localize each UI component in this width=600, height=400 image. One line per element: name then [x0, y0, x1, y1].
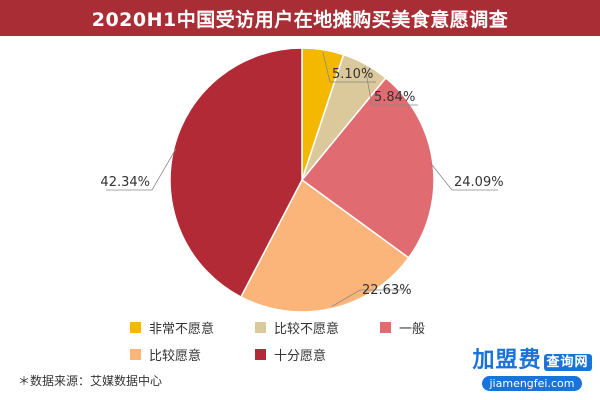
legend-swatch	[380, 322, 391, 333]
data-label-1: 5.10%	[332, 67, 373, 82]
data-label-4: 22.63%	[362, 283, 412, 298]
legend-label: 比较不愿意	[274, 322, 340, 337]
watermark-brand: 加盟费 查询网	[472, 342, 592, 374]
legend-label: 十分愿意	[274, 349, 327, 364]
pie-slice-3	[300, 76, 435, 259]
pie-slice-4	[239, 178, 410, 313]
legend-label: 比较愿意	[149, 349, 202, 364]
chart-legend: 非常不愿意 比较不愿意 一般比较愿意 十分愿意	[130, 318, 460, 364]
legend-swatch	[130, 349, 141, 360]
site-watermark-logo: 加盟费 查询网 jiamengfei.com	[472, 338, 592, 394]
legend-swatch	[255, 322, 266, 333]
page-title: 2020H1中国受访用户在地摊购买美食意愿调查	[0, 0, 600, 36]
leader-line-4	[331, 289, 406, 307]
leader-line-3	[430, 163, 498, 191]
legend-label: 一般	[399, 322, 426, 337]
legend-item-4: 比较愿意	[130, 345, 255, 364]
chart-title: 2020H1中国受访用户在地摊购买美食意愿调查	[91, 8, 509, 31]
legend-swatch	[255, 349, 266, 360]
legend-item-1: 非常不愿意	[130, 318, 255, 337]
legend-label: 非常不愿意	[149, 322, 215, 337]
legend-item-5: 十分愿意	[255, 345, 380, 364]
legend-item-3: 一般	[380, 318, 460, 337]
leader-line-2	[364, 66, 418, 106]
data-label-5: 42.34%	[100, 175, 150, 190]
data-label-3: 24.09%	[454, 175, 504, 190]
legend-swatch	[130, 322, 141, 333]
legend-item-2: 比较不愿意	[255, 318, 380, 337]
pie-chart: 5.10%5.84% 24.09% 22.63% 42.34%	[100, 47, 504, 313]
leader-line-1	[322, 51, 376, 83]
watermark-url: jiamengfei.com	[481, 375, 583, 391]
data-label-2: 5.84%	[374, 90, 415, 105]
source-note: ＊数据来源：艾媒数据中心	[18, 374, 163, 388]
leader-line-5	[106, 148, 177, 191]
pie-slice-5	[169, 47, 303, 299]
